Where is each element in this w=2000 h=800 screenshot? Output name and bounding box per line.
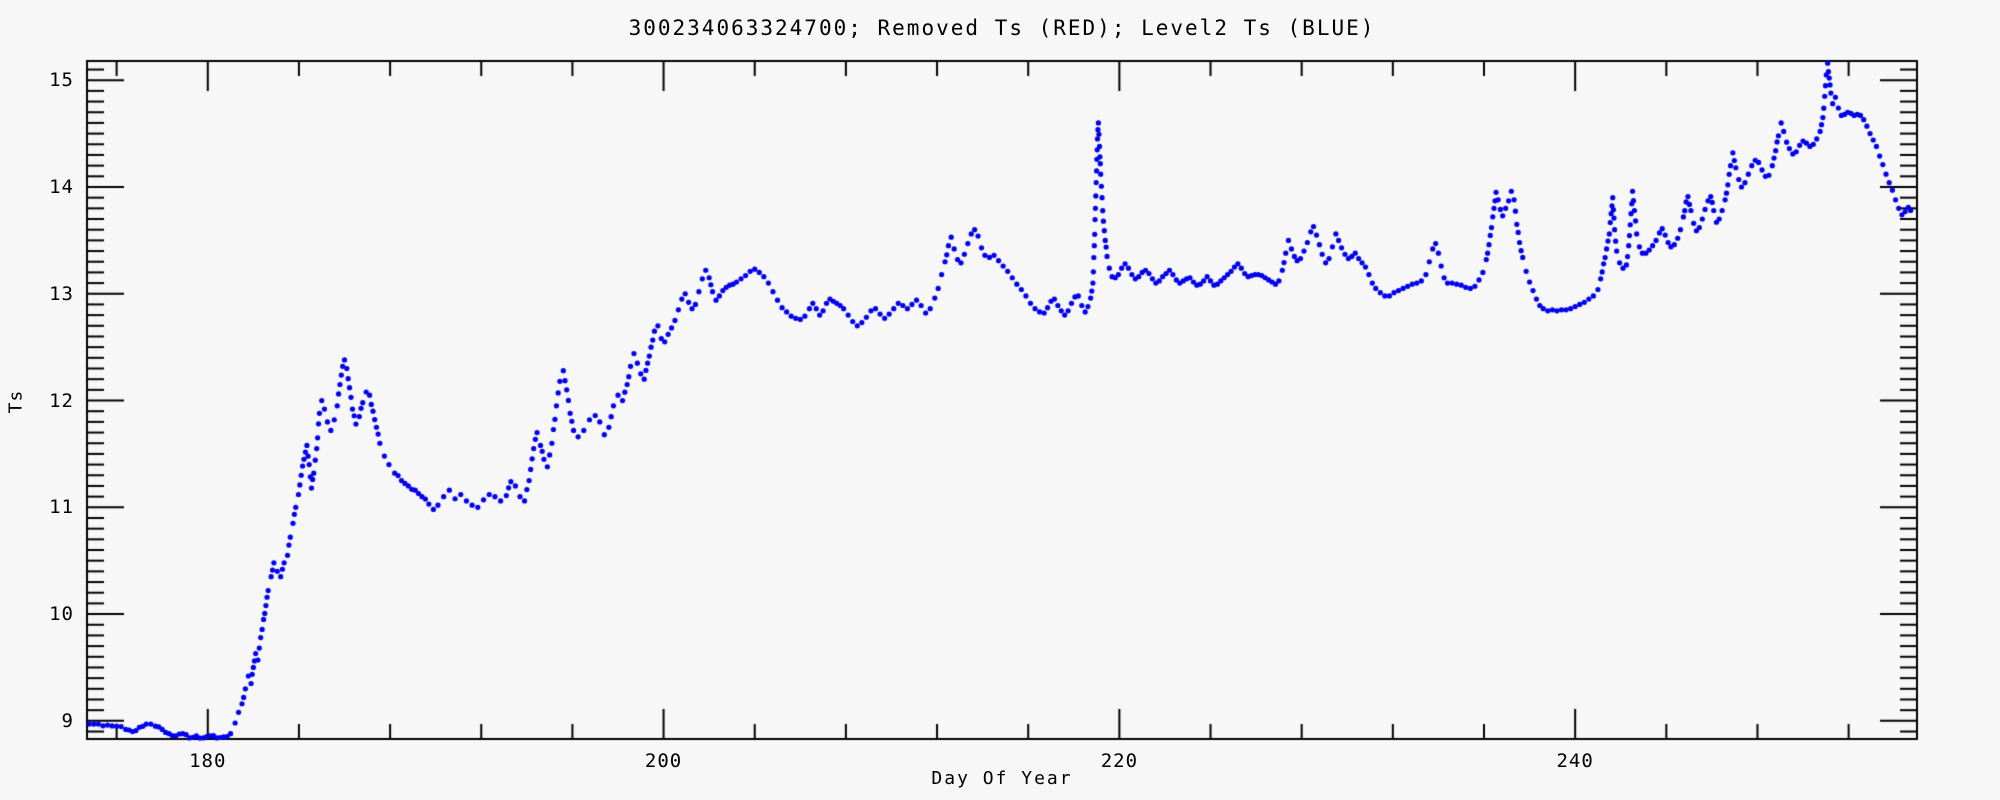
y-tick-label: 14 <box>49 175 74 198</box>
y-tick-label: 15 <box>49 69 74 92</box>
x-axis-title: Day Of Year <box>931 768 1073 789</box>
y-tick-label: 9 <box>61 709 74 732</box>
y-tick-label: 10 <box>49 603 74 626</box>
x-tick-label: 240 <box>1556 750 1594 772</box>
x-tick-label: 180 <box>189 750 227 772</box>
y-tick-label: 12 <box>49 389 74 412</box>
x-tick-label: 200 <box>644 750 683 772</box>
plot-title: 300234063324700; Removed Ts (RED); Level… <box>628 16 1376 40</box>
x-tick-label: 220 <box>1100 750 1139 772</box>
y-tick-label: 11 <box>49 496 74 519</box>
y-tick-label: 13 <box>49 282 74 305</box>
